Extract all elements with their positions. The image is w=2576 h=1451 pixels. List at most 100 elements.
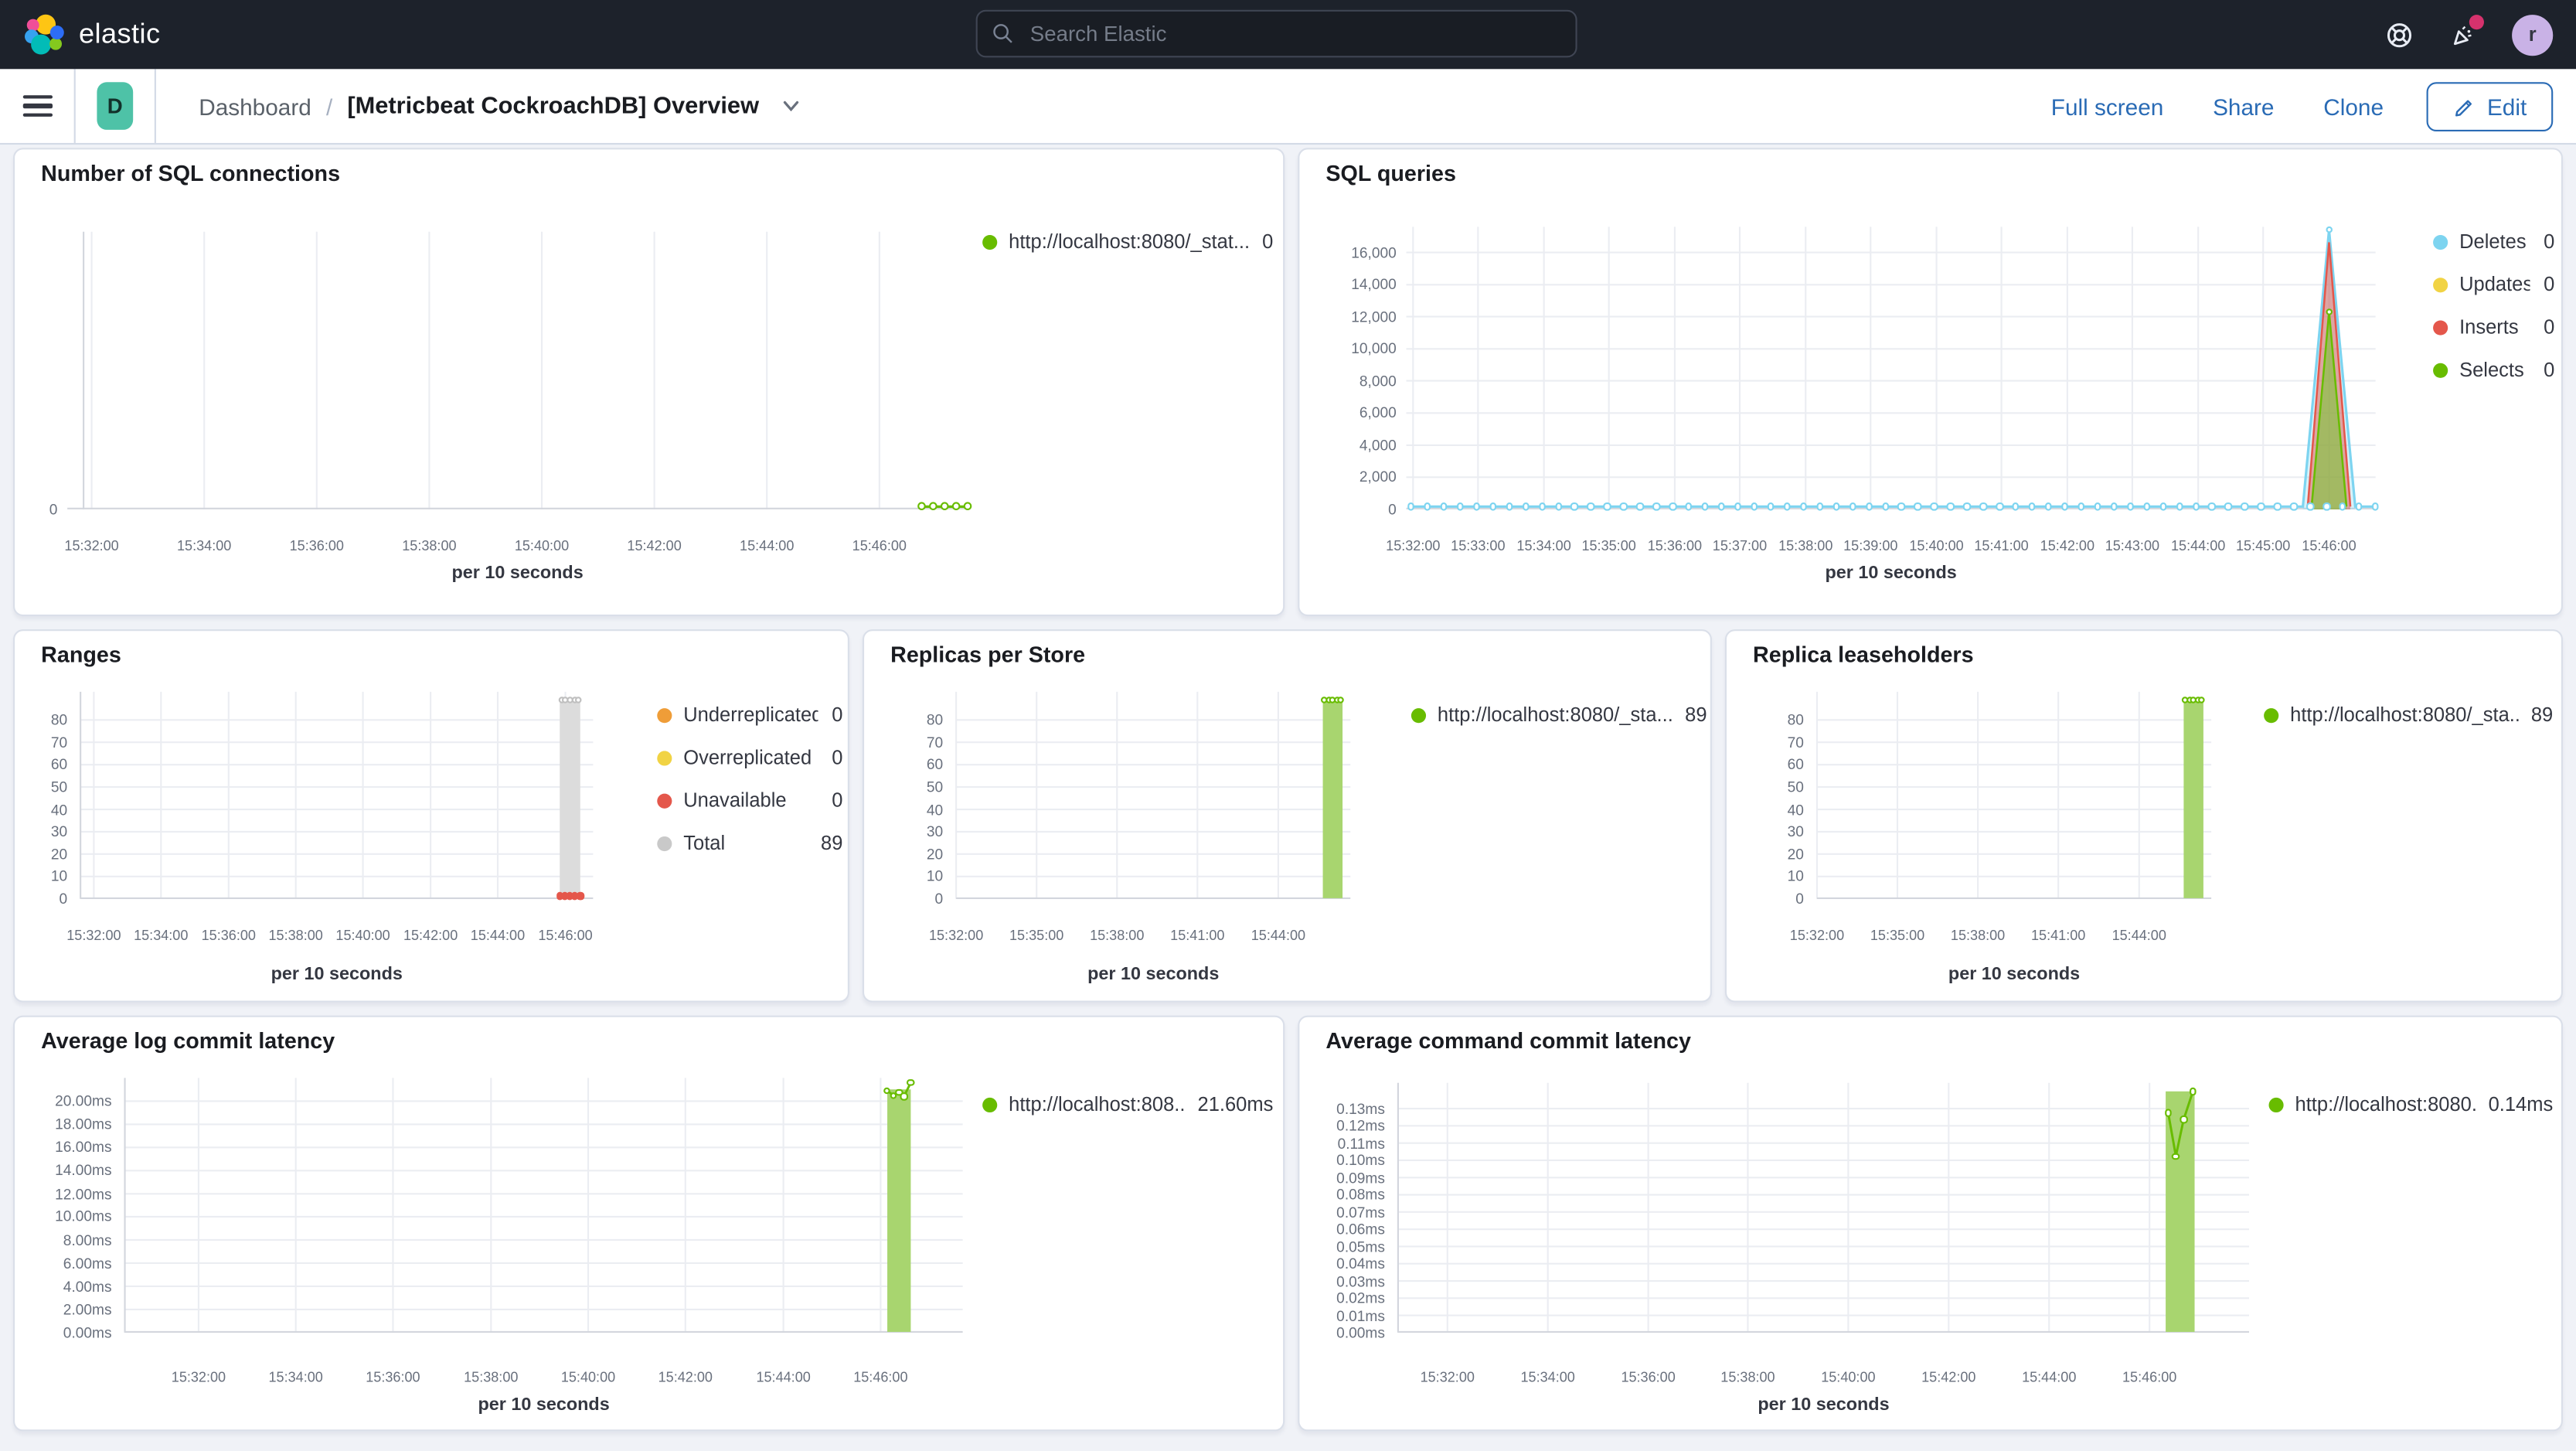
y-tick-label: 10 <box>50 868 68 885</box>
legend-item[interactable]: Unavailable 0 <box>657 789 842 812</box>
chevron-down-icon[interactable] <box>781 95 802 117</box>
x-tick-label: 15:45:00 <box>2235 537 2291 554</box>
series-color-dot <box>2433 362 2448 377</box>
panel-title: SQL queries <box>1325 161 1456 186</box>
breadcrumb-separator: / <box>325 93 333 120</box>
y-tick-label: 0 <box>59 891 68 908</box>
x-tick-label: 15:39:00 <box>1843 537 1898 554</box>
panel-title: Number of SQL connections <box>41 161 341 186</box>
share-button[interactable]: Share <box>2213 93 2275 120</box>
user-avatar[interactable]: r <box>2512 14 2554 56</box>
series-color-dot <box>2433 233 2448 250</box>
clone-button[interactable]: Clone <box>2323 93 2384 120</box>
panel-replica-leaseholders[interactable]: Replica leaseholders 80 70 60 50 40 30 20 10 0 1… <box>1724 629 2563 1003</box>
y-tick-label: 0 <box>1795 891 1804 908</box>
x-axis-labels: 15:32:00 15:34:00 15:36:00 15:38:00 15:40:00… <box>66 926 593 947</box>
legend-item[interactable]: Overreplicated 0 <box>657 746 842 769</box>
chart-plot-area[interactable] <box>1817 692 2211 899</box>
y-axis-labels: 80 70 60 50 40 30 20 10 0 <box>864 692 944 908</box>
legend-value: 0 <box>2544 272 2555 296</box>
y-tick-label: 20 <box>1787 846 1804 863</box>
breadcrumb-dashboard-link[interactable]: Dashboard <box>199 93 311 120</box>
legend-item[interactable]: Inserts 0 <box>2433 315 2554 339</box>
chart-legend: http://localhost:808... 21.60ms <box>982 1093 1273 1136</box>
x-tick-label: 15:38:00 <box>1778 537 1833 554</box>
panel-number-of-sql-connections[interactable]: Number of SQL connections 0 15:32:00 15:3… <box>13 148 1285 617</box>
series-color-dot <box>2433 277 2448 292</box>
panel-average-command-commit-latency[interactable]: Average command commit latency 0.13ms 0.1… <box>1298 1015 2563 1432</box>
y-tick-label: 40 <box>926 801 944 818</box>
toolbar-divider <box>154 69 156 143</box>
chart-plot-area[interactable] <box>1407 227 2380 510</box>
legend-item[interactable]: Selects 0 <box>2433 358 2554 381</box>
x-tick-label: 15:40:00 <box>1909 537 1964 554</box>
chart-plot-area[interactable] <box>125 1078 963 1332</box>
legend-label: http://localhost:8080/_sta... <box>1437 703 1673 727</box>
x-tick-label: 15:32:00 <box>1420 1368 1475 1385</box>
chart-plot-area[interactable] <box>956 692 1350 899</box>
panel-ranges[interactable]: Ranges 80 70 60 50 40 30 20 10 0 15:32:00 15:34:0… <box>13 629 849 1003</box>
legend-item[interactable]: http://localhost:8080/_sta... 89 <box>1411 703 1707 727</box>
full-screen-button[interactable]: Full screen <box>2050 93 2164 120</box>
panel-average-log-commit-latency[interactable]: Average log commit latency 20.00ms 18.00m… <box>13 1015 1285 1432</box>
legend-value: 0 <box>832 789 843 812</box>
series-color-dot <box>657 707 672 723</box>
logo-text: elastic <box>79 18 161 49</box>
legend-label: http://localhost:808... <box>1009 1092 1185 1116</box>
legend-item[interactable]: Deletes 0 <box>2433 230 2554 253</box>
x-tick-label: 15:40:00 <box>514 537 570 554</box>
panel-replicas-per-store[interactable]: Replicas per Store 80 70 60 50 40 30 20 10 0 15:… <box>862 629 1712 1003</box>
x-tick-label: 15:34:00 <box>134 926 189 944</box>
legend-item[interactable]: http://localhost:808... 21.60ms <box>982 1092 1273 1116</box>
y-axis-labels: 16,000 14,000 12,000 10,000 8,000 6,000 4,000 2… <box>1299 227 1397 518</box>
chart-legend: http://localhost:8080/_sta... 89 <box>2264 703 2553 746</box>
x-tick-label: 15:35:00 <box>1581 537 1636 554</box>
y-tick-label: 20 <box>926 846 944 863</box>
x-tick-label: 15:36:00 <box>366 1368 420 1385</box>
legend-value: 89 <box>821 831 843 855</box>
y-tick-label: 14.00ms <box>55 1162 112 1179</box>
dashboard-app-badge[interactable]: D <box>97 82 134 130</box>
panel-sql-queries[interactable]: SQL queries 16,000 14,000 12,000 10,000 8,00… <box>1298 148 2563 617</box>
x-tick-label: 15:32:00 <box>1386 537 1441 554</box>
help-icon[interactable] <box>2384 20 2413 49</box>
chart-plot-area[interactable] <box>67 232 972 511</box>
toolbar-actions: Full screen Share Clone Edit <box>2002 81 2554 131</box>
legend-item[interactable]: http://localhost:8080/_stat... 0 <box>982 230 1273 253</box>
x-tick-label: 15:40:00 <box>335 926 390 944</box>
x-tick-label: 15:32:00 <box>928 926 984 944</box>
newsfeed-icon[interactable] <box>2448 15 2484 49</box>
x-tick-label: 15:40:00 <box>560 1368 616 1385</box>
elastic-logo[interactable]: elastic <box>23 13 161 56</box>
legend-item[interactable]: Underreplicated 0 <box>657 703 842 727</box>
x-tick-label: 15:42:00 <box>2040 537 2095 554</box>
legend-item[interactable]: http://localhost:8080/_sta... 89 <box>2264 703 2553 727</box>
legend-item[interactable]: http://localhost:8080... 0.14ms <box>2268 1093 2553 1115</box>
y-tick-label: 60 <box>50 756 68 773</box>
breadcrumb: Dashboard / [Metricbeat CockroachDB] Ove… <box>199 93 801 119</box>
chart-plot-area[interactable] <box>80 692 593 900</box>
edit-button[interactable]: Edit <box>2426 81 2554 131</box>
series-color-dot <box>2433 319 2448 335</box>
y-tick-label: 50 <box>926 778 944 795</box>
x-axis-labels: 15:32:00 15:35:00 15:38:00 15:41:00 15:44:00 <box>929 927 1350 947</box>
y-tick-label: 2.00ms <box>63 1301 112 1318</box>
menu-icon[interactable] <box>22 95 53 117</box>
x-axis-title: per 10 seconds <box>1087 964 1220 985</box>
x-axis-labels: 15:32:00 15:34:00 15:36:00 15:38:00 15:40:00… <box>64 537 968 557</box>
chart-plot-area[interactable] <box>1398 1083 2249 1333</box>
legend-item[interactable]: Updates 0 <box>2433 273 2554 296</box>
y-tick-label: 0.05ms <box>1336 1238 1385 1255</box>
x-axis-title: per 10 seconds <box>451 564 584 584</box>
search-input[interactable] <box>1026 19 1561 48</box>
global-search[interactable] <box>975 9 1577 58</box>
y-tick-label: 0 <box>1388 501 1397 518</box>
x-tick-label: 15:44:00 <box>2112 926 2166 944</box>
x-tick-label: 15:36:00 <box>1621 1368 1676 1385</box>
x-tick-label: 15:42:00 <box>627 537 682 554</box>
x-tick-label: 15:46:00 <box>853 1368 908 1385</box>
x-tick-label: 15:36:00 <box>201 926 256 944</box>
y-tick-label: 70 <box>50 734 68 751</box>
legend-item[interactable]: Total 89 <box>657 831 843 855</box>
y-tick-label: 12.00ms <box>55 1185 112 1202</box>
